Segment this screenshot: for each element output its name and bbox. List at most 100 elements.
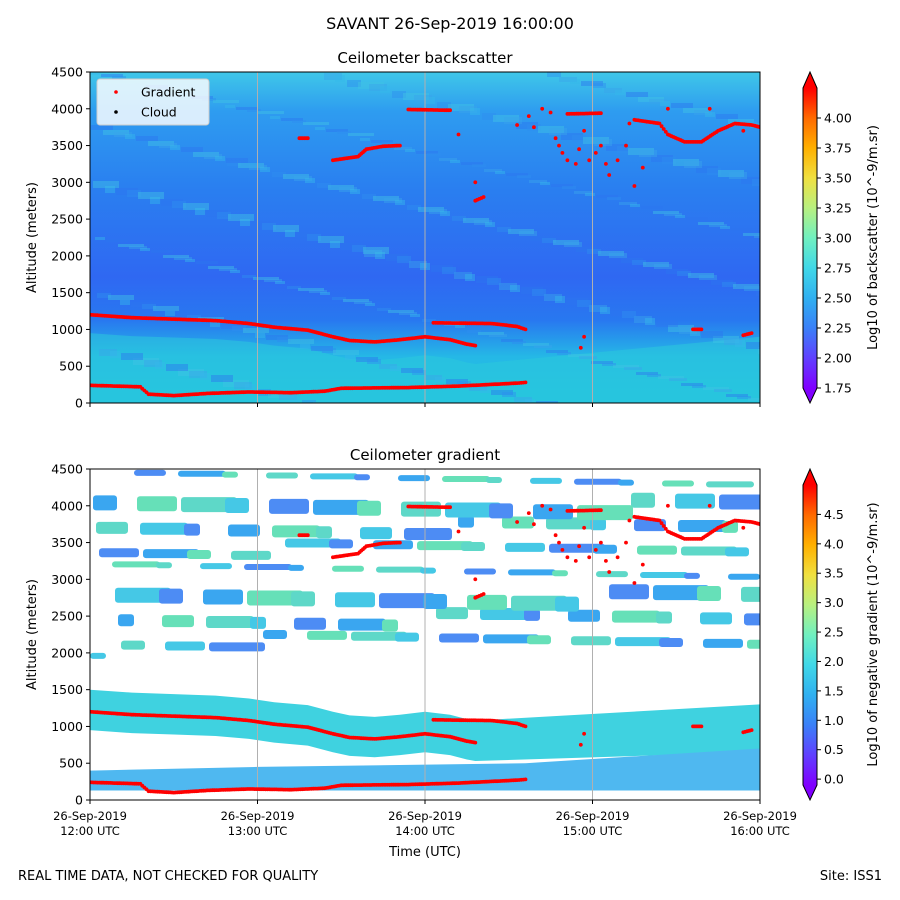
texture-cell (647, 374, 661, 377)
gradient-point (573, 162, 578, 166)
texture-cell (405, 149, 415, 152)
texture-cell (410, 314, 420, 317)
gradient-point (615, 158, 620, 163)
texture-cell (322, 348, 336, 353)
texture-cell (564, 242, 582, 247)
texture-cell (136, 136, 158, 141)
cloud-blob (357, 500, 381, 516)
texture-cell (538, 126, 564, 133)
y-tick-label: 1500 (51, 285, 83, 300)
texture-cell (724, 338, 742, 345)
texture-cell (446, 379, 468, 384)
texture-cell (369, 84, 387, 91)
texture-cell (504, 117, 522, 124)
cloud-blob (225, 498, 249, 514)
texture-cell (221, 324, 243, 329)
cloud-blob (203, 589, 243, 605)
texture-cell (131, 302, 153, 307)
texture-cell (440, 211, 450, 216)
cloud-blob (156, 562, 172, 569)
texture-cell (690, 329, 700, 336)
texture-cell (227, 161, 241, 166)
gradient-point (604, 162, 608, 166)
texture-cell (611, 309, 633, 316)
texture-cell (517, 175, 531, 178)
texture-cell (243, 328, 269, 333)
texture-cell (570, 79, 580, 84)
gradient-point (699, 724, 704, 729)
cloud-blob (143, 549, 199, 559)
texture-cell (748, 398, 760, 401)
x-tick-date: 26-Sep-2019 (556, 809, 630, 823)
cloud-blob (247, 590, 303, 606)
texture-cell (639, 150, 657, 157)
cloud-blob (165, 641, 205, 651)
colorbar-label: Log10 of backscatter (10^-9/m.sr) (866, 125, 881, 350)
cloud-blob (615, 637, 671, 647)
cloud-blob (467, 594, 507, 610)
texture-cell (300, 344, 310, 349)
texture-cell (701, 331, 723, 338)
texture-cell (315, 127, 325, 130)
gradient-point (532, 522, 536, 527)
cloud-blob (524, 608, 540, 621)
texture-cell (151, 250, 173, 253)
texture-cell (270, 116, 280, 119)
texture-cell (172, 201, 186, 208)
gradient-point (624, 143, 628, 148)
colorbar-tick-label: 4.5 (824, 507, 844, 522)
texture-cell (439, 158, 457, 161)
texture-cell (294, 176, 312, 181)
texture-cell (622, 311, 636, 318)
texture-cell (516, 122, 538, 129)
legend-label: Gradient (141, 85, 196, 100)
texture-cell (594, 139, 612, 146)
cloud-blob (662, 480, 694, 487)
texture-cell (707, 168, 721, 175)
texture-cell (476, 276, 498, 283)
colorbar-outline (802, 467, 818, 802)
texture-cell (390, 366, 400, 371)
cloud-blob (99, 548, 139, 558)
texture-cell (272, 172, 286, 177)
texture-cell (589, 305, 607, 312)
figure-title: SAVANT 26-Sep-2019 16:00:00 (326, 14, 574, 33)
cloud-blob (134, 469, 166, 476)
texture-cell (185, 259, 195, 262)
x-tick-date: 26-Sep-2019 (221, 809, 295, 823)
texture-cell (343, 299, 369, 302)
texture-cell (671, 103, 693, 108)
texture-cell (253, 277, 279, 280)
gradient-point (707, 503, 712, 508)
texture-cell (489, 334, 507, 337)
texture-cell (452, 216, 466, 221)
gradient-point (624, 540, 628, 545)
gradient-point (577, 147, 581, 152)
gradient-point (599, 111, 603, 116)
gradient-point (305, 533, 310, 538)
texture-cell (307, 234, 321, 241)
colorbar-tick-label: 0.0 (824, 772, 844, 787)
texture-cell (654, 264, 672, 269)
texture-cell (142, 304, 156, 309)
texture-cell (512, 341, 526, 344)
texture-cell (236, 107, 258, 110)
texture-cell (470, 108, 480, 115)
texture-cell (283, 174, 309, 179)
colorbar-tick-label: 2.25 (824, 321, 852, 336)
cloud-blob (307, 630, 347, 640)
texture-cell (551, 184, 573, 187)
cloud-blob (511, 595, 567, 611)
texture-cell (296, 232, 318, 239)
texture-cell (568, 354, 594, 357)
texture-cell (577, 300, 591, 307)
texture-cell (110, 351, 120, 358)
texture-cell (519, 231, 537, 236)
y-tick-label: 1000 (51, 719, 83, 734)
texture-cell (549, 128, 567, 135)
texture-cell (279, 393, 297, 400)
texture-cell (587, 249, 601, 254)
texture-cell (604, 88, 622, 93)
gradient-point (599, 508, 603, 513)
